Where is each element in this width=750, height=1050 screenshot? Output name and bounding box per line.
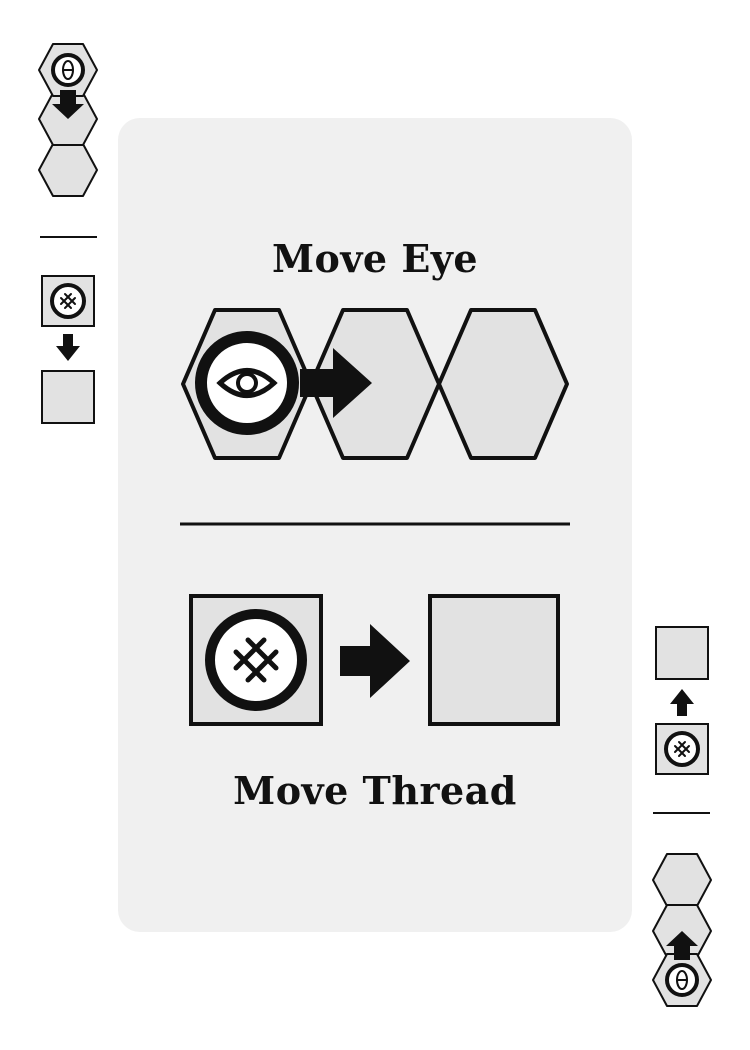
move-thread-title: Move Thread — [233, 768, 517, 813]
move-eye-title: Move Eye — [271, 236, 479, 281]
arrow-down-icon — [56, 334, 80, 361]
mini-icons-rotated — [652, 626, 712, 1007]
eye-icon — [51, 53, 85, 119]
mini-move-thread-top — [41, 275, 95, 424]
arrow-right-icon — [340, 624, 410, 698]
eye-token — [195, 331, 299, 435]
target-square — [428, 594, 560, 726]
move-thread-diagram — [189, 594, 560, 726]
arrow-right-icon — [300, 348, 372, 418]
target-hex-2 — [437, 308, 569, 460]
thread-knot-icon — [205, 609, 307, 711]
